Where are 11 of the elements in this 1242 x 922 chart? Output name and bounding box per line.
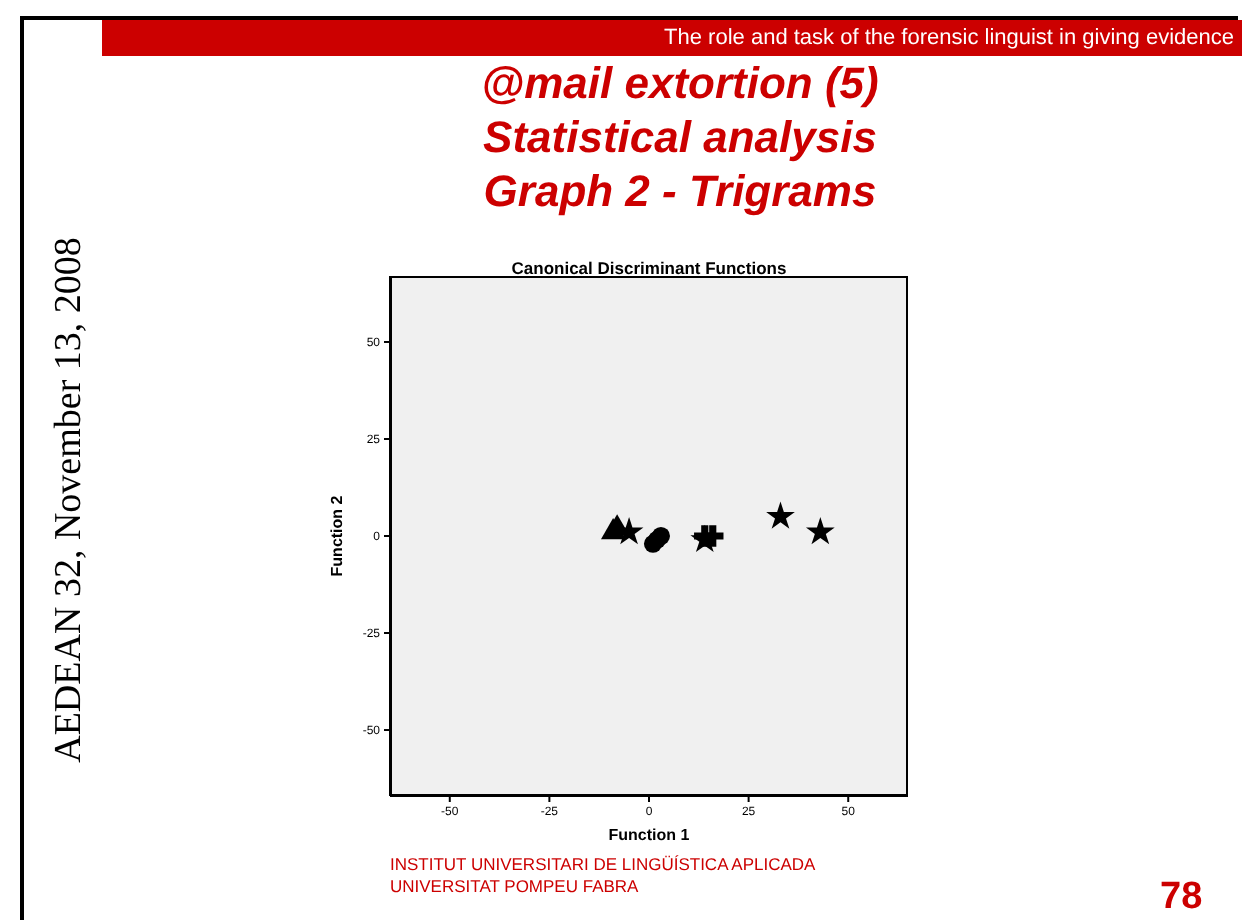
caption: Graph 2 - Trigrams bbox=[481, 164, 879, 218]
x-axis-title: Function 1 bbox=[608, 826, 691, 844]
text: The role and task of the forensic linguist in giving evidence bbox=[102, 20, 1242, 56]
text: Statistical analysis bbox=[481, 110, 879, 164]
text: @mail extortion (5) bbox=[479, 56, 881, 110]
chart-title: Canonical Discriminant Functions bbox=[509, 258, 789, 278]
text: 78 bbox=[1160, 876, 1203, 920]
y-axis-title: Function 2 bbox=[327, 494, 346, 577]
text: AEDEAN 32, November 13, 2008 bbox=[48, 237, 92, 763]
text: UNIVERSITAT POMPEU FABRA bbox=[390, 876, 641, 898]
text: INSTITUT UNIVERSITARI DE LINGÜÍSTICA APLICADA bbox=[390, 854, 816, 876]
